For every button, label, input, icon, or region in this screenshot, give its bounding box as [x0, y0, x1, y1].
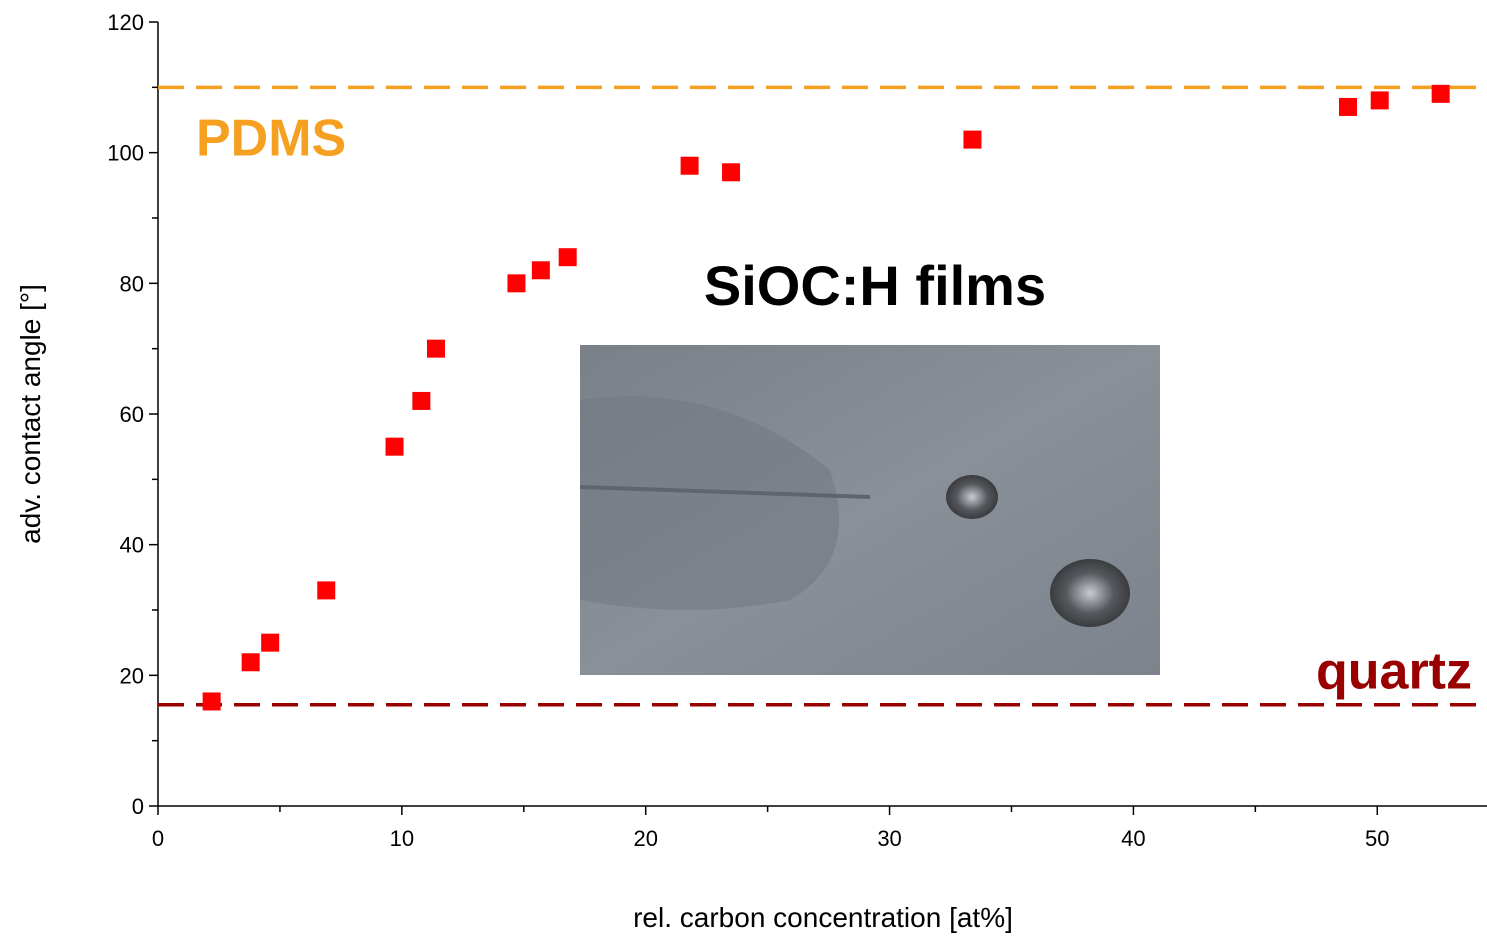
y-tick-label: 60: [120, 402, 144, 427]
point: [507, 274, 525, 292]
reference-label: PDMS: [196, 109, 346, 167]
point: [1371, 91, 1389, 109]
x-axis-label: rel. carbon concentration [at%]: [633, 902, 1013, 933]
y-tick-label: 0: [132, 794, 144, 819]
point: [203, 692, 221, 710]
x-tick-label: 30: [877, 826, 901, 851]
point: [412, 392, 430, 410]
point: [317, 581, 335, 599]
x-tick-label: 0: [152, 826, 164, 851]
reference-label: quartz: [1316, 643, 1472, 701]
point: [261, 634, 279, 652]
point: [532, 261, 550, 279]
point: [386, 438, 404, 456]
x-tick-label: 20: [633, 826, 657, 851]
point: [963, 131, 981, 149]
point: [559, 248, 577, 266]
chart: SiOC:H films adv. contact angle [°] rel.…: [0, 0, 1487, 939]
point: [1432, 85, 1450, 103]
x-tick-label: 50: [1365, 826, 1389, 851]
y-axis-label: adv. contact angle [°]: [15, 284, 46, 544]
point: [681, 157, 699, 175]
point: [242, 653, 260, 671]
y-tick-label: 120: [107, 10, 144, 35]
annotation: SiOC:H films: [704, 254, 1046, 317]
point: [722, 163, 740, 181]
x-tick-label: 10: [390, 826, 414, 851]
inset-photo: [580, 345, 1160, 675]
y-tick-label: 100: [107, 141, 144, 166]
x-tick-label: 40: [1121, 826, 1145, 851]
y-tick-label: 40: [120, 533, 144, 558]
y-tick-label: 80: [120, 271, 144, 296]
point: [427, 340, 445, 358]
point: [1339, 98, 1357, 116]
y-tick-label: 20: [120, 663, 144, 688]
